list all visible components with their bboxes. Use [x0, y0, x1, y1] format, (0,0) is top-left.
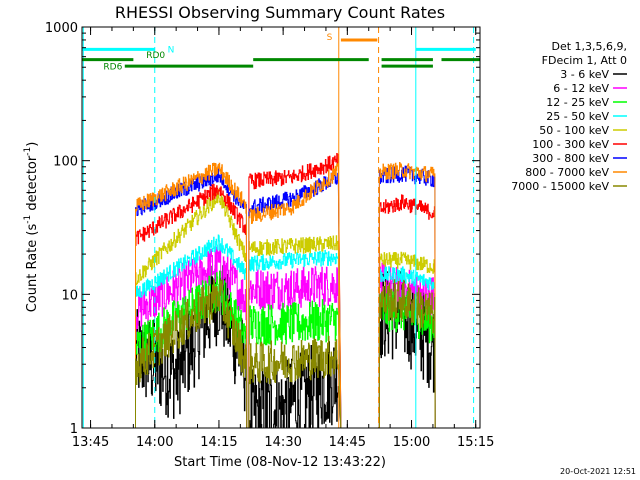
legend-header-2: FDecim 1, Att 0 — [542, 54, 627, 67]
legend-label-4: 25 - 50 keV — [546, 110, 609, 123]
series-line-8-seg-1 — [135, 162, 248, 428]
series-line-9-seg-2 — [248, 335, 342, 428]
series-line-5-seg-1 — [135, 189, 248, 428]
y-label-part-2: detector — [25, 155, 40, 215]
series-line-6-seg-1 — [135, 183, 248, 428]
legend-label-3: 12 - 25 keV — [546, 96, 609, 109]
attenuator-bars: N S RD0 RD6 — [82, 33, 480, 73]
series-line-5-seg-2 — [248, 235, 342, 428]
state-bar-label-rd6-4: RD6 — [103, 63, 122, 73]
x-tick-label-5: 14:45 — [329, 435, 366, 450]
x-tick-label-4: 14:30 — [264, 435, 301, 450]
legend-header-1: Det 1,3,5,6,9, — [551, 40, 627, 53]
x-tick-label-7: 15:15 — [457, 435, 494, 450]
x-tick-label-3: 14:15 — [200, 435, 237, 450]
y-label-part-3: ) — [25, 142, 40, 147]
y-tick-label-1: 1 — [70, 422, 78, 437]
state-bar-label-n-0: N — [168, 45, 175, 55]
legend-label-6: 100 - 300 keV — [532, 138, 609, 151]
legend-label-9: 7000 - 15000 keV — [511, 180, 609, 193]
y-tick-label-4: 1000 — [45, 21, 78, 36]
legend-label-5: 50 - 100 keV — [539, 124, 609, 137]
legend: Det 1,3,5,6,9,FDecim 1, Att 03 - 6 keV6 … — [511, 40, 627, 193]
legend-label-2: 6 - 12 keV — [553, 82, 609, 95]
plot-frame — [81, 26, 481, 429]
series-line-9-seg-3 — [378, 279, 436, 428]
series-line-1-seg-2 — [248, 341, 342, 428]
x-axis-label: Start Time (08-Nov-12 13:43:22) — [174, 455, 386, 470]
series-group — [135, 153, 436, 428]
axes: 13:45 14:00 14:15 14:30 14:45 15:00 15:15 1 10 10… — [45, 21, 495, 450]
series-line-6-seg-2 — [248, 153, 342, 428]
series-line-4-seg-3 — [378, 266, 436, 428]
state-bar-label-rd0-3: RD0 — [146, 51, 165, 61]
y-axis-label: Count Rate (s-1 detector-1) — [23, 142, 40, 313]
vertical-markers — [82, 27, 475, 428]
series-line-5-seg-3 — [378, 251, 436, 428]
series-line-3-seg-2 — [248, 299, 342, 428]
series-line-4-seg-1 — [135, 234, 248, 428]
series-line-4-seg-2 — [248, 249, 342, 428]
series-line-9-seg-1 — [135, 278, 248, 428]
legend-label-7: 300 - 800 keV — [532, 152, 609, 165]
y-tick-label-2: 10 — [61, 288, 78, 303]
chart-title: RHESSI Observing Summary Count Rates — [115, 3, 445, 22]
series-line-8-seg-2 — [248, 162, 342, 428]
y-label-part-1: Count Rate (s — [25, 224, 40, 313]
x-tick-label-6: 15:00 — [393, 435, 430, 450]
series-line-6-seg-3 — [378, 194, 436, 428]
series-line-8-seg-3 — [378, 162, 436, 428]
y-tick-label-3: 100 — [53, 155, 78, 170]
state-bar-label-s-2: S — [327, 33, 333, 43]
timestamp-label: 20-Oct-2021 12:51 — [560, 467, 636, 476]
legend-label-8: 800 - 7000 keV — [525, 166, 609, 179]
x-tick-label-2: 14:00 — [136, 435, 173, 450]
series-line-1-seg-3 — [378, 271, 436, 428]
y-label-sup-2: -1 — [23, 147, 33, 156]
y-label-sup-1: -1 — [23, 215, 33, 224]
legend-label-1: 3 - 6 keV — [560, 68, 609, 81]
x-tick-label-1: 13:45 — [72, 435, 109, 450]
